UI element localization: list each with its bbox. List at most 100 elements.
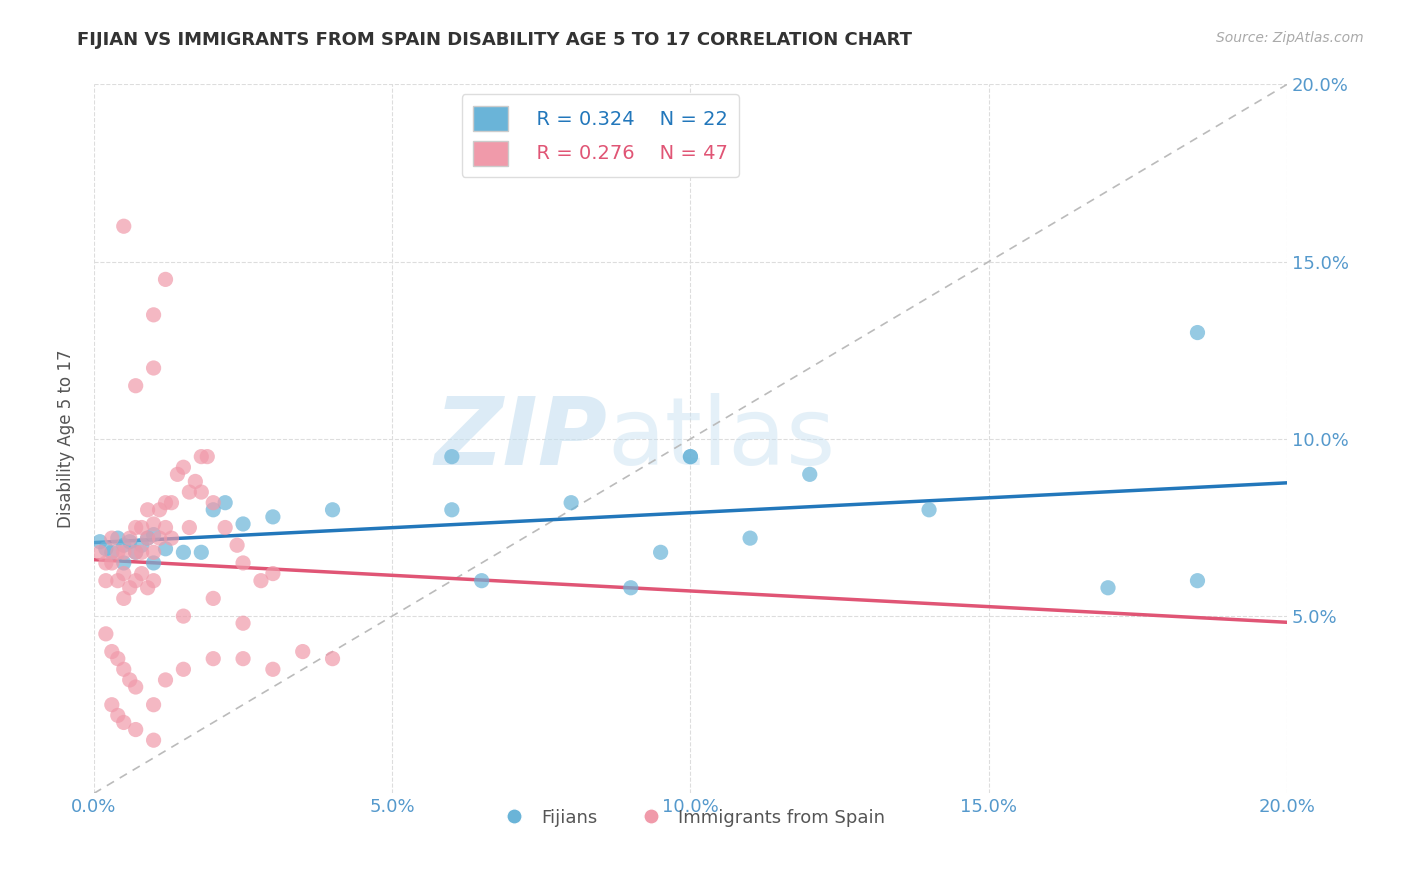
Point	[322, 503, 344, 517]
Point	[94, 541, 117, 556]
Point	[232, 556, 254, 570]
Point	[650, 545, 672, 559]
Point	[440, 503, 463, 517]
Point	[160, 496, 183, 510]
Point	[1187, 326, 1209, 340]
Point	[125, 545, 148, 559]
Point	[142, 527, 165, 541]
Text: ZIP: ZIP	[434, 392, 607, 485]
Point	[118, 534, 141, 549]
Point	[136, 581, 159, 595]
Point	[202, 591, 225, 606]
Point	[125, 545, 148, 559]
Point	[125, 378, 148, 392]
Point	[148, 503, 170, 517]
Point	[131, 545, 153, 559]
Point	[118, 673, 141, 687]
Point	[125, 574, 148, 588]
Point	[560, 496, 582, 510]
Point	[172, 609, 194, 624]
Point	[131, 520, 153, 534]
Point	[155, 520, 177, 534]
Point	[202, 651, 225, 665]
Point	[136, 531, 159, 545]
Point	[142, 733, 165, 747]
Point	[142, 574, 165, 588]
Point	[1097, 581, 1119, 595]
Text: Source: ZipAtlas.com: Source: ZipAtlas.com	[1216, 31, 1364, 45]
Point	[112, 556, 135, 570]
Point	[799, 467, 821, 482]
Point	[172, 662, 194, 676]
Point	[112, 715, 135, 730]
Point	[107, 545, 129, 559]
Point	[142, 308, 165, 322]
Point	[118, 581, 141, 595]
Point	[107, 708, 129, 723]
Point	[918, 503, 941, 517]
Point	[172, 460, 194, 475]
Point	[94, 556, 117, 570]
Point	[142, 556, 165, 570]
Point	[131, 566, 153, 581]
Point	[214, 520, 236, 534]
Point	[101, 644, 124, 658]
Point	[160, 531, 183, 545]
Point	[262, 509, 284, 524]
Point	[142, 361, 165, 376]
Point	[101, 545, 124, 559]
Point	[125, 520, 148, 534]
Point	[440, 450, 463, 464]
Point	[155, 673, 177, 687]
Point	[94, 574, 117, 588]
Point	[190, 485, 212, 500]
Point	[166, 467, 188, 482]
Point	[195, 450, 218, 464]
Point	[112, 566, 135, 581]
Point	[214, 496, 236, 510]
Point	[679, 450, 702, 464]
Point	[112, 219, 135, 234]
Text: FIJIAN VS IMMIGRANTS FROM SPAIN DISABILITY AGE 5 TO 17 CORRELATION CHART: FIJIAN VS IMMIGRANTS FROM SPAIN DISABILI…	[77, 31, 912, 49]
Point	[155, 541, 177, 556]
Point	[232, 616, 254, 631]
Point	[89, 545, 111, 559]
Point	[107, 651, 129, 665]
Point	[107, 531, 129, 545]
Point	[179, 485, 201, 500]
Point	[125, 723, 148, 737]
Point	[131, 538, 153, 552]
Point	[738, 531, 761, 545]
Point	[232, 516, 254, 531]
Point	[112, 545, 135, 559]
Point	[620, 581, 643, 595]
Point	[155, 496, 177, 510]
Point	[262, 566, 284, 581]
Point	[190, 450, 212, 464]
Point	[179, 520, 201, 534]
Point	[101, 556, 124, 570]
Point	[202, 503, 225, 517]
Point	[322, 651, 344, 665]
Point	[1187, 574, 1209, 588]
Point	[679, 450, 702, 464]
Point	[94, 627, 117, 641]
Point	[125, 680, 148, 694]
Point	[112, 538, 135, 552]
Point	[262, 662, 284, 676]
Point	[155, 272, 177, 286]
Point	[136, 531, 159, 545]
Point	[202, 496, 225, 510]
Point	[136, 503, 159, 517]
Point	[148, 531, 170, 545]
Point	[291, 644, 314, 658]
Point	[112, 662, 135, 676]
Y-axis label: Disability Age 5 to 17: Disability Age 5 to 17	[58, 350, 75, 528]
Point	[118, 531, 141, 545]
Text: atlas: atlas	[607, 392, 835, 485]
Point	[89, 534, 111, 549]
Point	[232, 651, 254, 665]
Point	[190, 545, 212, 559]
Point	[142, 545, 165, 559]
Legend: Fijians, Immigrants from Spain: Fijians, Immigrants from Spain	[488, 802, 893, 834]
